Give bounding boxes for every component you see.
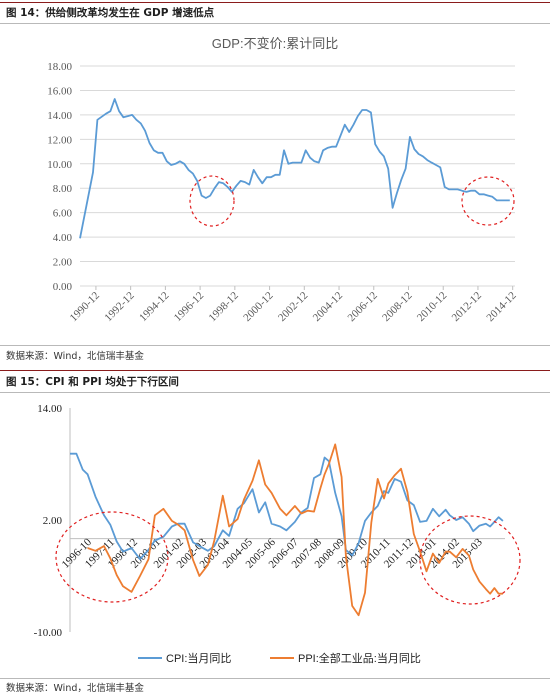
section-rule [0,370,550,371]
x-tick-label: 2012-12 [450,290,484,324]
x-tick-label: 1994-12 [137,290,171,324]
gdp-chart: GDP:不变价:累计同比 0.00 2.00 4.00 6.00 8.00 10.00 12.… [47,36,519,324]
x-tick-label: 2006-12 [345,290,379,324]
highlight-circle-2015 [461,176,515,226]
x-tick-label: 1998-12 [207,290,241,324]
cpi-ppi-chart: -10.002.0014.001996-101997-111998-122000… [34,403,521,665]
x-tick-label: 1996-12 [172,290,206,324]
figure2-source: 数据来源：Wind，北信瑞丰基金 [6,683,144,694]
y-tick-label: 10.00 [47,159,72,171]
y-tick-label: 18.00 [47,61,72,73]
x-tick-label: 1992-12 [102,290,136,324]
y-tick-label: 16.00 [47,85,72,97]
source-rule [0,345,550,346]
x-tick-label: 2014-12 [484,290,518,324]
x-tick-label: 2000-12 [241,290,275,324]
highlight-circle-1998 [189,175,235,227]
y-tick-label: 4.00 [53,232,73,244]
y-tick-label: 14.00 [37,403,62,415]
x-tick-label: 2010-12 [415,290,449,324]
y-tick-label: 0.00 [53,281,73,293]
y-tick-label: -10.00 [34,627,63,639]
caption-rule-2 [0,392,550,393]
x-tick-label: 2008-12 [380,290,414,324]
top-rule [0,2,550,3]
figure1-source: 数据来源：Wind，北信瑞丰基金 [6,351,144,362]
y-tick-label: 2.00 [53,257,73,269]
y-tick-label: 2.00 [43,515,63,527]
y-tick-label: 8.00 [53,183,73,195]
legend-label-ppi: PPI:全部工业品:当月同比 [298,651,421,665]
ppi-series-line [87,443,503,617]
y-tick-label: 6.00 [53,208,73,220]
highlight-circle-2015 [419,515,521,605]
caption-rule [0,23,550,24]
x-tick-label: 2004-12 [311,290,345,324]
highlight-circle-1998 [55,511,169,603]
gdp-series-line [79,98,510,239]
y-tick-label: 14.00 [47,110,72,122]
chart-title: GDP:不变价:累计同比 [212,36,338,51]
legend-label-cpi: CPI:当月同比 [166,651,231,665]
x-tick-label: 2002-12 [276,290,310,324]
figure2-caption: 图 15：CPI 和 PPI 均处于下行区间 [6,376,179,388]
source-rule-2 [0,678,550,679]
figure1-caption: 图 14：供给侧改革均发生在 GDP 增速低点 [6,7,215,19]
x-tick-label: 1990-12 [68,290,102,324]
y-tick-label: 12.00 [47,134,72,146]
